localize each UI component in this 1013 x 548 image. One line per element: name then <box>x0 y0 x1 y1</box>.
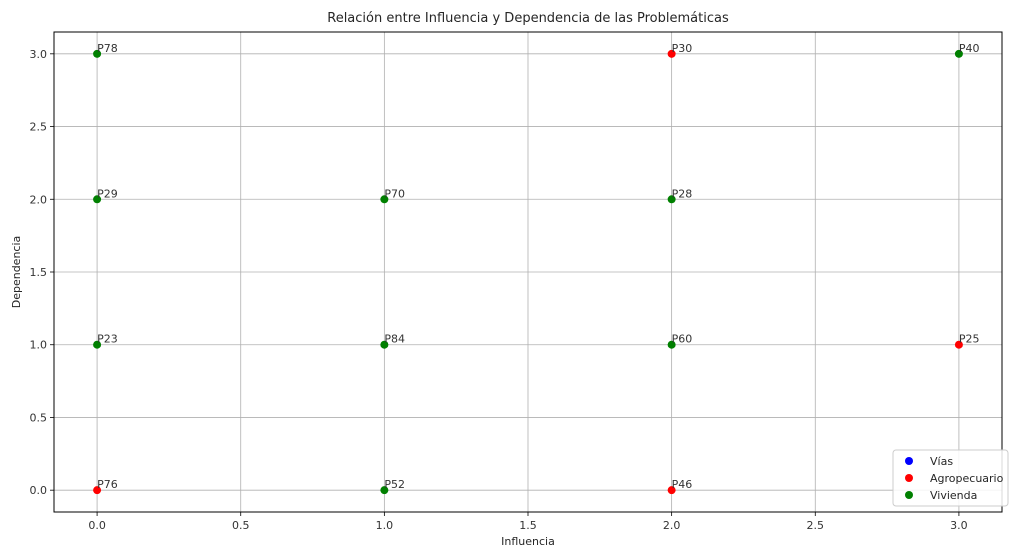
x-tick-label: 3.0 <box>950 519 968 532</box>
y-tick-label: 3.0 <box>30 48 48 61</box>
plot-frame <box>53 31 1003 513</box>
chart-title: Relación entre Influencia y Dependencia … <box>327 11 729 26</box>
data-point <box>954 49 963 58</box>
y-tick-label: 0.5 <box>30 411 48 424</box>
point-label: P84 <box>384 333 405 346</box>
point-label: P29 <box>97 187 118 200</box>
legend-marker <box>905 457 913 465</box>
point-labels: P30 P25 P76 P46 P78 P40 P29 P70 P28 P23 P84 P60 P52 <box>97 42 979 491</box>
point-label: P52 <box>384 478 405 491</box>
point-label: P70 <box>384 187 405 200</box>
data-point <box>667 340 676 349</box>
data-point <box>667 195 676 204</box>
axis-ticks: 0.0 0.5 1.0 1.5 2.0 2.5 3.0 0.0 0.5 1.0 1.5 2.0 2.5 3… <box>30 48 968 532</box>
legend-marker <box>905 491 913 499</box>
data-point <box>380 486 389 495</box>
point-label: P60 <box>672 333 693 346</box>
grid-lines <box>54 32 1002 512</box>
y-tick-label: 2.0 <box>30 193 48 206</box>
legend-label: Vivienda <box>930 489 977 502</box>
x-tick-label: 0.5 <box>232 519 250 532</box>
x-tick-label: 1.5 <box>519 519 537 532</box>
y-tick-label: 0.0 <box>30 484 48 497</box>
point-label: P78 <box>97 42 118 55</box>
point-label: P23 <box>97 333 118 346</box>
x-tick-label: 1.0 <box>376 519 394 532</box>
data-point <box>93 195 102 204</box>
legend-label: Vías <box>930 455 953 468</box>
point-label: P76 <box>97 478 118 491</box>
legend-marker <box>905 474 913 482</box>
data-point <box>93 49 102 58</box>
data-point <box>667 49 676 58</box>
data-point <box>93 486 102 495</box>
data-point <box>954 340 963 349</box>
y-tick-label: 1.0 <box>30 339 48 352</box>
data-point <box>380 195 389 204</box>
x-axis-title: Influencia <box>501 535 555 548</box>
x-tick-label: 0.0 <box>88 519 106 532</box>
x-tick-label: 2.0 <box>663 519 681 532</box>
point-label: P40 <box>959 42 980 55</box>
x-tick-label: 2.5 <box>807 519 825 532</box>
legend-frame <box>892 449 1009 507</box>
legend: Vías Agropecuario Vivienda <box>892 449 1009 507</box>
y-tick-label: 2.5 <box>30 121 48 134</box>
data-point <box>667 486 676 495</box>
point-label: P30 <box>672 42 693 55</box>
legend-label: Agropecuario <box>930 472 1004 485</box>
point-label: P28 <box>672 187 693 200</box>
point-label: P46 <box>672 478 693 491</box>
y-axis-title: Dependencia <box>10 236 23 309</box>
data-point <box>380 340 389 349</box>
point-label: P25 <box>959 333 980 346</box>
data-points <box>93 49 963 495</box>
data-point <box>93 340 102 349</box>
y-tick-label: 1.5 <box>30 266 48 279</box>
